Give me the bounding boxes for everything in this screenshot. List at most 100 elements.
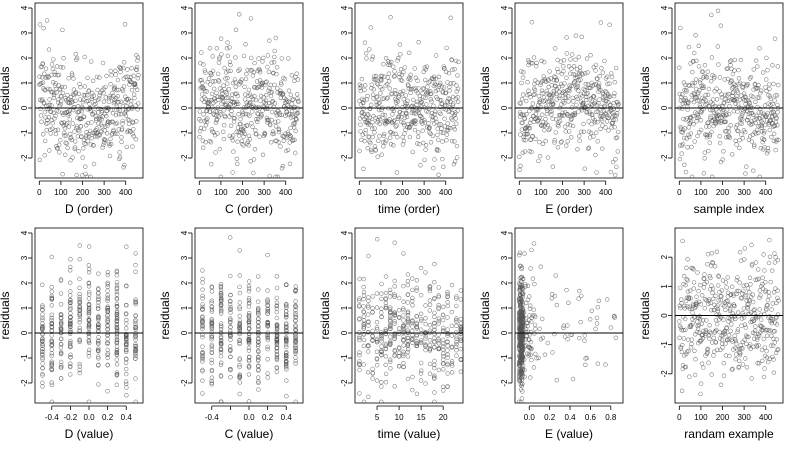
data-point [214,90,219,96]
data-point [83,164,88,169]
data-point [517,321,523,326]
data-point [560,110,565,116]
data-point [419,338,424,343]
data-point [427,323,433,328]
data-point [410,303,415,308]
data-point [523,138,528,143]
data-point [451,162,457,167]
data-point [401,318,406,323]
data-point [705,252,711,257]
data-point [386,71,392,76]
data-point [693,357,698,362]
data-point [44,128,49,133]
data-point [118,111,124,117]
data-point [578,319,583,325]
data-point [375,154,380,159]
data-point [436,172,441,178]
data-point [538,82,543,88]
data-point [202,68,208,73]
data-point [105,340,110,345]
data-point [133,346,138,351]
data-point [523,98,529,104]
data-point [410,276,415,281]
data-point [105,313,110,318]
data-point [107,153,113,159]
data-point [366,122,371,127]
data-point [775,110,780,115]
data-point [562,124,568,129]
data-point [286,88,292,93]
data-point [736,67,741,73]
data-point [710,286,716,291]
data-point [454,323,459,328]
data-point [59,363,64,368]
data-point [597,73,602,79]
data-point [105,280,110,285]
data-point [82,92,88,98]
data-point [680,130,685,135]
data-point [235,93,241,99]
data-point [89,136,94,141]
data-point [95,286,101,291]
data-point [105,316,110,321]
data-point [518,163,523,169]
data-point [118,99,124,105]
data-point [599,104,604,110]
data-point [751,144,757,149]
data-point [208,82,213,87]
data-point [721,149,726,154]
data-point [284,367,289,372]
data-point [285,147,291,153]
data-point [766,260,772,266]
data-point [771,336,776,341]
data-point [249,94,255,100]
x-tick-label: 100 [534,188,548,197]
data-point [86,281,92,286]
y-tick-label: -2 [660,154,669,162]
data-point [519,279,524,284]
data-point [76,91,82,97]
data-point [774,115,779,120]
data-point [48,131,53,136]
data-point [444,45,449,51]
data-point [357,350,362,355]
data-point [209,378,214,384]
data-point [284,394,289,399]
data-point [766,294,772,299]
data-point [215,94,220,100]
y-tick-label: 4 [660,5,669,10]
data-point [518,278,523,284]
data-point [734,347,740,352]
x-tick-label: 300 [737,188,751,197]
data-point [116,127,122,132]
data-point [436,148,441,153]
data-point [86,340,92,346]
data-point [218,174,224,178]
data-point [406,83,411,88]
data-point [357,362,362,367]
data-point [58,291,64,296]
data-point [40,61,45,66]
data-point [410,387,415,393]
data-point [294,71,299,76]
data-point [735,327,741,332]
data-point [735,275,740,280]
data-point [71,87,77,92]
data-point [407,124,413,129]
data-point [711,353,716,358]
data-point [776,137,781,143]
data-point [96,362,101,367]
data-point [736,81,741,87]
data-point [255,344,261,349]
data-point [687,306,693,311]
data-point [40,373,45,378]
data-point [49,364,54,369]
x-tick-label: 0 [37,188,42,197]
data-point [516,399,522,403]
data-point [528,266,533,271]
data-point [571,64,577,69]
data-point [703,328,709,333]
data-point [40,371,45,377]
data-point [688,345,694,350]
